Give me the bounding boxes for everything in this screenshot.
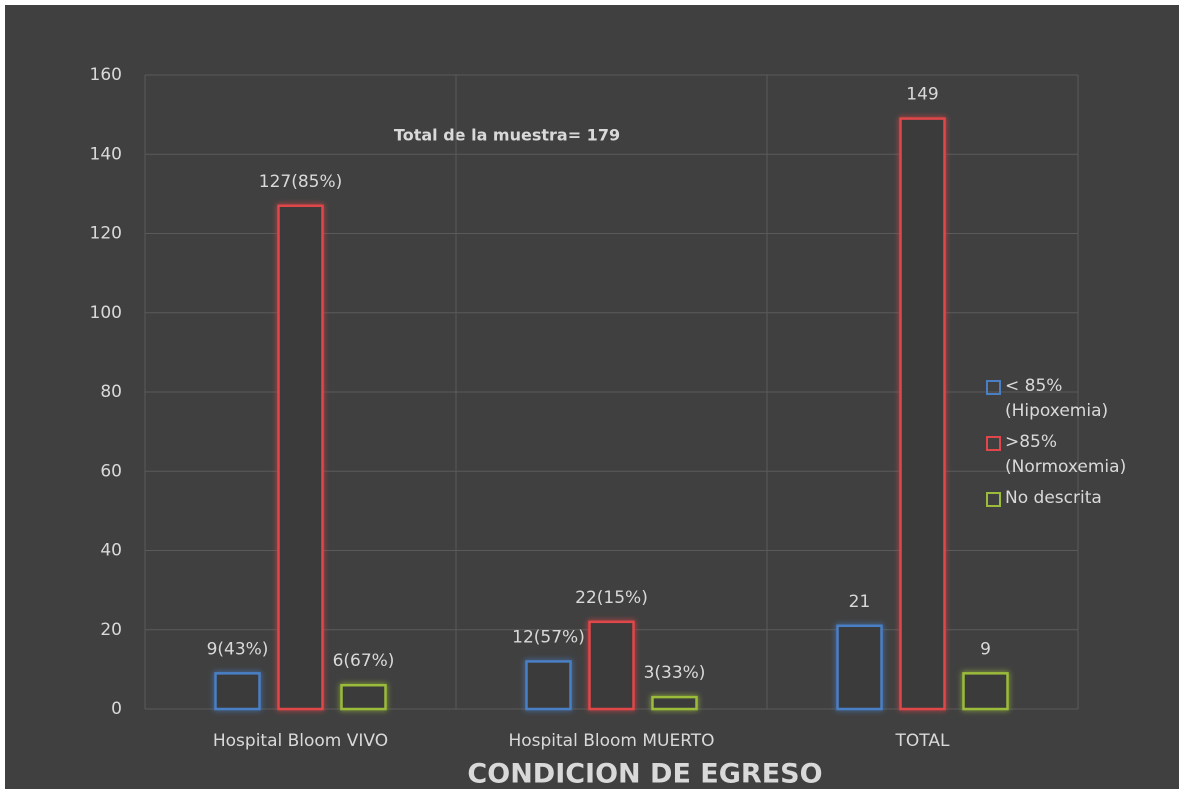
value-label: 127(85%): [259, 172, 343, 192]
legend-swatch: [986, 436, 1001, 451]
y-tick-label: 0: [111, 699, 122, 719]
legend-swatch: [986, 380, 1001, 395]
y-tick-label: 80: [100, 382, 122, 402]
y-tick-label: 20: [100, 620, 122, 640]
y-tick-label: 120: [90, 224, 122, 244]
value-label: 149: [906, 85, 938, 105]
value-label: 21: [849, 592, 871, 612]
bar: [525, 660, 572, 711]
annotation: Total de la muestra= 179: [394, 126, 620, 145]
bar: [588, 620, 635, 711]
bar: [214, 672, 261, 711]
bar: [651, 695, 698, 711]
value-label: 12(57%): [512, 627, 585, 647]
value-label: 3(33%): [644, 663, 706, 683]
y-tick-label: 40: [100, 541, 122, 561]
bar: [836, 624, 883, 711]
legend-swatch: [986, 492, 1001, 507]
legend: < 85% (Hipoxemia) >85% (Normoxemia) No des…: [986, 374, 1155, 517]
legend-item: < 85% (Hipoxemia): [986, 374, 1155, 424]
x-tick-label: TOTAL: [895, 731, 950, 751]
legend-label: >85% (Normoxemia): [1005, 432, 1127, 477]
legend-label: < 85% (Hipoxemia): [1005, 376, 1109, 421]
legend-label: No descrita: [1005, 488, 1102, 508]
y-tick-label: 100: [90, 303, 122, 323]
value-label: 9(43%): [207, 639, 269, 659]
bar: [899, 117, 946, 711]
x-tick-label: Hospital Bloom VIVO: [213, 731, 388, 751]
value-label: 6(67%): [333, 651, 395, 671]
value-label: 9: [980, 639, 991, 659]
bar: [962, 672, 1009, 711]
y-tick-label: 160: [90, 65, 122, 85]
legend-item: No descrita: [986, 486, 1155, 511]
legend-item: >85% (Normoxemia): [986, 430, 1155, 480]
x-tick-label: Hospital Bloom MUERTO: [508, 731, 714, 751]
y-tick-label: 60: [100, 461, 122, 481]
value-label: 22(15%): [575, 588, 648, 608]
bar: [277, 204, 324, 711]
x-axis-title: CONDICION DE EGRESO: [467, 759, 822, 790]
y-tick-label: 140: [90, 144, 122, 164]
bar: [340, 683, 387, 711]
